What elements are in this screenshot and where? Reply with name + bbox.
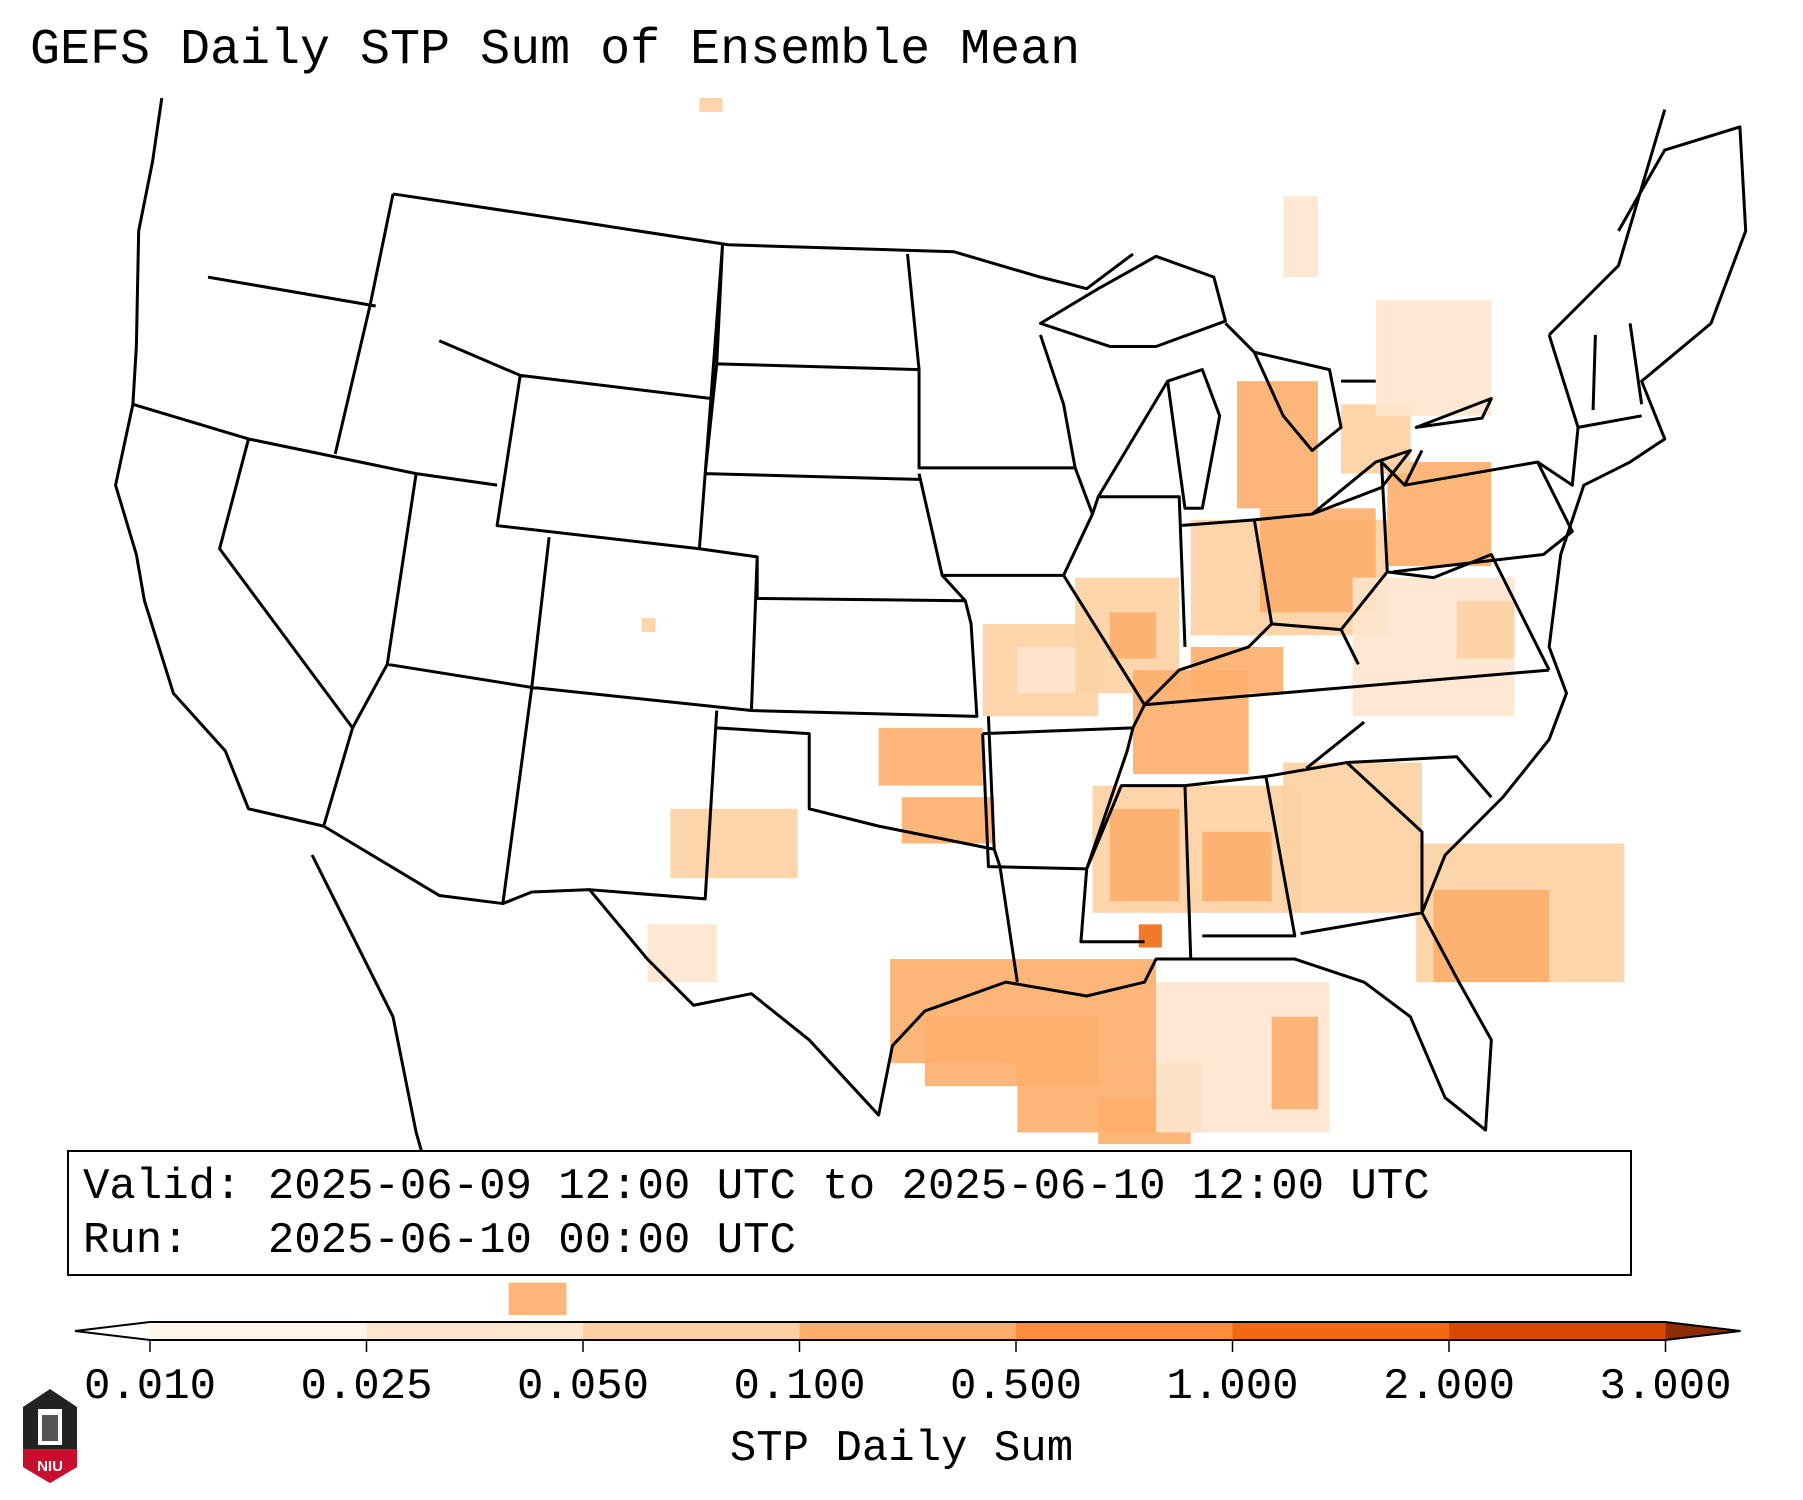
coastline-and-border bbox=[114, 98, 1748, 1132]
stp-map bbox=[114, 98, 1748, 1315]
colorbar-tick-label: 0.025 bbox=[300, 1362, 433, 1412]
colorbar-segment bbox=[583, 1322, 800, 1340]
colorbar-segment bbox=[1016, 1322, 1233, 1340]
colorbar-segment bbox=[1449, 1322, 1666, 1340]
stp-shade-cell bbox=[699, 98, 723, 112]
niu-logo: NIU bbox=[23, 1389, 77, 1483]
stp-shade-cell bbox=[1283, 762, 1422, 913]
stp-shade-cell bbox=[901, 797, 995, 844]
boundaries bbox=[114, 98, 1748, 1214]
stp-shading bbox=[508, 98, 1625, 1315]
stp-shade-cell bbox=[647, 924, 717, 983]
colorbar-tick-label: 0.100 bbox=[733, 1362, 866, 1412]
run-value: 2025-06-10 00:00 UTC bbox=[267, 1216, 796, 1266]
colorbar-segment bbox=[366, 1322, 584, 1340]
colorbar-tick-label: 1.000 bbox=[1166, 1362, 1299, 1412]
great-lakes bbox=[1038, 254, 1493, 516]
colorbar bbox=[74, 1321, 1741, 1352]
colorbar-label: STP Daily Sum bbox=[729, 1424, 1074, 1474]
colorbar-tick-label: 0.050 bbox=[516, 1362, 650, 1412]
stp-shade-cell bbox=[1271, 1016, 1318, 1110]
colorbar-segment bbox=[1232, 1322, 1450, 1340]
colorbar-over-extension bbox=[1665, 1322, 1741, 1340]
stp-shade-cell bbox=[1375, 300, 1492, 416]
stp-shade-cell bbox=[1138, 924, 1162, 948]
colorbar-tick-label: 3.000 bbox=[1599, 1362, 1732, 1412]
svg-text:NIU: NIU bbox=[37, 1458, 63, 1475]
canada-border bbox=[392, 109, 1667, 383]
stp-shade-cell bbox=[878, 727, 983, 786]
stp-shade-cell bbox=[1109, 808, 1180, 902]
stp-shade-cell bbox=[1202, 831, 1272, 902]
stp-shade-cell bbox=[1190, 646, 1284, 694]
state-lines bbox=[132, 193, 1644, 983]
stp-shade-cell bbox=[1456, 600, 1515, 659]
valid-run-box: Valid: 2025-06-09 12:00 UTC to 2025-06-1… bbox=[67, 1150, 1632, 1276]
stp-shade-cell bbox=[508, 1282, 567, 1315]
stp-shade-cell bbox=[641, 618, 656, 632]
run-label: Run: bbox=[83, 1216, 189, 1266]
colorbar-under-extension bbox=[75, 1322, 150, 1340]
stp-shade-cell bbox=[1283, 196, 1318, 278]
colorbar-tick-label: 0.010 bbox=[83, 1362, 217, 1412]
map-title: GEFS Daily STP Sum of Ensemble Mean bbox=[30, 22, 1081, 79]
stp-shade-cell bbox=[670, 808, 798, 879]
colorbar-tick-label: 2.000 bbox=[1382, 1362, 1516, 1412]
colorbar-segment bbox=[150, 1322, 367, 1340]
colorbar-segment bbox=[799, 1322, 1017, 1340]
stp-shade-cell bbox=[1433, 889, 1550, 983]
valid-label: Valid: bbox=[83, 1162, 242, 1212]
colorbar-tick-label: 0.500 bbox=[949, 1362, 1083, 1412]
stp-shade-cell bbox=[1109, 612, 1157, 659]
valid-value: 2025-06-09 12:00 UTC to 2025-06-10 12:00… bbox=[267, 1162, 1430, 1212]
